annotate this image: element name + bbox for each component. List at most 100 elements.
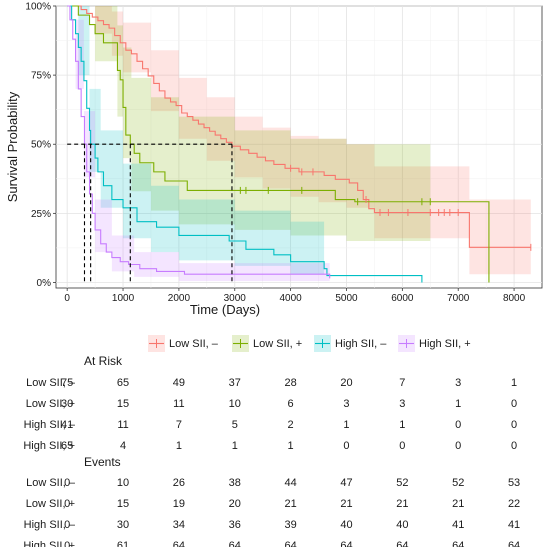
at-risk-cell: 0 <box>455 419 461 431</box>
at-risk-cell: 65 <box>117 377 129 389</box>
at-risk-cell: 1 <box>455 398 461 410</box>
legend-label-1: Low SII, + <box>253 338 302 350</box>
median-reference-lines <box>67 143 233 283</box>
confidence-bands <box>67 6 531 283</box>
at-risk-cell: 1 <box>343 419 349 431</box>
legend-label-3: High SII, + <box>419 338 471 350</box>
events-cell: 64 <box>340 540 352 547</box>
events-cell: 41 <box>508 519 520 531</box>
events-cell: 0 <box>64 477 70 489</box>
at-risk-cell: 65 <box>61 440 73 452</box>
at-risk-cell: 3 <box>455 377 461 389</box>
events-cell: 21 <box>452 498 464 510</box>
x-tick-label: 2000 <box>168 293 191 304</box>
events-cell: 40 <box>340 519 352 531</box>
y-tick-label: 75% <box>31 71 51 82</box>
x-tick-label: 6000 <box>391 293 414 304</box>
x-axis-label: Time (Days) <box>190 302 260 317</box>
at-risk-cell: 10 <box>229 398 241 410</box>
events-cell: 0 <box>64 540 70 547</box>
events-cell: 64 <box>229 540 241 547</box>
at-risk-cell: 1 <box>399 419 405 431</box>
events-cell: 52 <box>452 477 464 489</box>
at-risk-cell: 11 <box>173 398 184 410</box>
ci-band-0 <box>67 6 531 275</box>
at-risk-cell: 3 <box>343 398 349 410</box>
events-cell: 64 <box>284 540 296 547</box>
at-risk-cell: 7 <box>399 377 405 389</box>
at-risk-row-label: Low SII, + <box>26 398 75 410</box>
events-row-label: Low SII, + <box>26 498 75 510</box>
survival-curve-0 <box>67 5 531 248</box>
events-cell: 64 <box>173 540 185 547</box>
events-cell: 10 <box>117 477 129 489</box>
events-cell: 30 <box>117 519 129 531</box>
at-risk-cell: 28 <box>284 377 296 389</box>
x-tick-label: 7000 <box>447 293 470 304</box>
at-risk-cell: 1 <box>176 440 182 452</box>
at-risk-cell: 0 <box>511 440 517 452</box>
events-cell: 15 <box>117 498 129 510</box>
events-cell: 21 <box>396 498 408 510</box>
events-cell: 47 <box>340 477 352 489</box>
events-cell: 20 <box>229 498 241 510</box>
events-row-label: High SII, – <box>24 519 76 531</box>
at-risk-cell: 6 <box>288 398 294 410</box>
legend: Low SII, – Low SII, + High SII, – High SII,… <box>148 335 471 352</box>
events-cell: 41 <box>452 519 464 531</box>
at-risk-row-label: High SII, + <box>23 440 75 452</box>
events-cell: 22 <box>508 498 520 510</box>
survival-curves <box>67 5 531 283</box>
events-cell: 53 <box>508 477 520 489</box>
at-risk-cell: 49 <box>173 377 185 389</box>
at-risk-cell: 0 <box>511 419 517 431</box>
events-cell: 0 <box>64 519 70 531</box>
y-axis-label: Survival Probability <box>5 91 20 202</box>
events-row-label: Low SII, – <box>26 477 76 489</box>
survival-curve-1 <box>67 5 490 283</box>
events-cell: 39 <box>284 519 296 531</box>
at-risk-cell: 20 <box>340 377 352 389</box>
ci-band-2 <box>67 6 325 280</box>
x-tick-label: 8000 <box>503 293 526 304</box>
at-risk-title: At Risk <box>84 354 123 368</box>
at-risk-cell: 1 <box>511 377 517 389</box>
at-risk-cell: 1 <box>232 440 238 452</box>
at-risk-cell: 41 <box>61 419 73 431</box>
y-tick-label: 25% <box>31 209 51 220</box>
at-risk-cell: 11 <box>117 419 128 431</box>
events-cell: 52 <box>396 477 408 489</box>
at-risk-cell: 30 <box>61 398 73 410</box>
y-tick-label: 0% <box>37 278 52 289</box>
x-tick-label: 5000 <box>335 293 358 304</box>
y-tick-label: 50% <box>31 140 51 151</box>
grid-lines <box>56 5 542 288</box>
legend-label-0: Low SII, – <box>169 338 219 350</box>
at-risk-cell: 0 <box>399 440 405 452</box>
at-risk-cell: 3 <box>399 398 405 410</box>
at-risk-row-label: High SII, – <box>24 419 76 431</box>
y-axis-ticks: 0% 25% 50% 75% 100% <box>25 2 56 289</box>
events-cell: 26 <box>173 477 185 489</box>
plot-panel <box>55 5 543 289</box>
x-tick-label: 0 <box>64 293 70 304</box>
events-cell: 21 <box>284 498 296 510</box>
x-tick-label: 4000 <box>279 293 302 304</box>
at-risk-cell: 7 <box>176 419 182 431</box>
x-tick-label: 1000 <box>112 293 135 304</box>
at-risk-cell: 15 <box>117 398 129 410</box>
survival-curve-2 <box>67 5 423 283</box>
at-risk-cell: 37 <box>229 377 241 389</box>
events-cell: 21 <box>340 498 352 510</box>
y-tick-label: 100% <box>25 2 51 13</box>
events-cell: 64 <box>508 540 520 547</box>
at-risk-cell: 1 <box>288 440 294 452</box>
events-cell: 61 <box>117 540 129 547</box>
events-cell: 36 <box>229 519 241 531</box>
at-risk-cell: 0 <box>455 440 461 452</box>
x-tick-label: 3000 <box>224 293 247 304</box>
at-risk-cell: 4 <box>120 440 126 452</box>
